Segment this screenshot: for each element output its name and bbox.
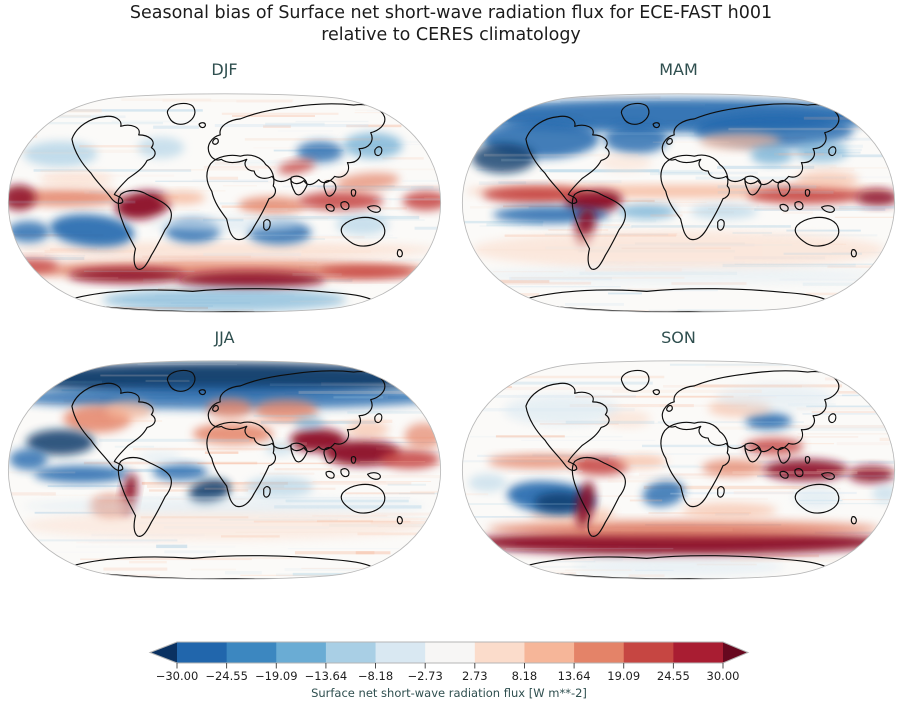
colorbar-tick: 19.09 — [607, 669, 641, 683]
colorbar-tick: −13.64 — [304, 669, 348, 683]
map-jja — [7, 360, 442, 580]
figure-title: Seasonal bias of Surface net short-wave … — [0, 2, 902, 46]
colorbar-tick: −2.73 — [407, 669, 443, 683]
colorbar-tick: 8.18 — [511, 669, 538, 683]
colorbar-label: Surface net short-wave radiation flux [W… — [311, 686, 587, 700]
panel-title-mam: MAM — [659, 60, 698, 79]
map-mam — [461, 93, 896, 313]
colorbar-ticks: −30.00 −24.55 −19.09 −13.64 −8.18 −2.73 2.73 8.… — [146, 669, 752, 683]
colorbar — [148, 641, 750, 669]
colorbar-tick: −8.18 — [357, 669, 394, 683]
figure-title-line2: relative to CERES climatology — [321, 25, 581, 45]
colorbar-tick: 2.73 — [462, 669, 488, 683]
colorbar-tick: 24.55 — [656, 669, 690, 683]
colorbar-tick: −24.55 — [205, 669, 248, 683]
panel-title-jja: JJA — [214, 328, 235, 347]
panel-title-djf: DJF — [211, 60, 238, 79]
map-son — [461, 360, 896, 580]
colorbar-tick: −30.00 — [155, 669, 199, 683]
colorbar-tick: −19.09 — [254, 669, 298, 683]
colorbar-tick: 30.00 — [706, 669, 740, 683]
colorbar-tick: 13.64 — [557, 669, 591, 683]
figure-title-line1: Seasonal bias of Surface net short-wave … — [129, 3, 773, 23]
panel-title-son: SON — [661, 328, 696, 347]
map-djf — [7, 93, 442, 313]
